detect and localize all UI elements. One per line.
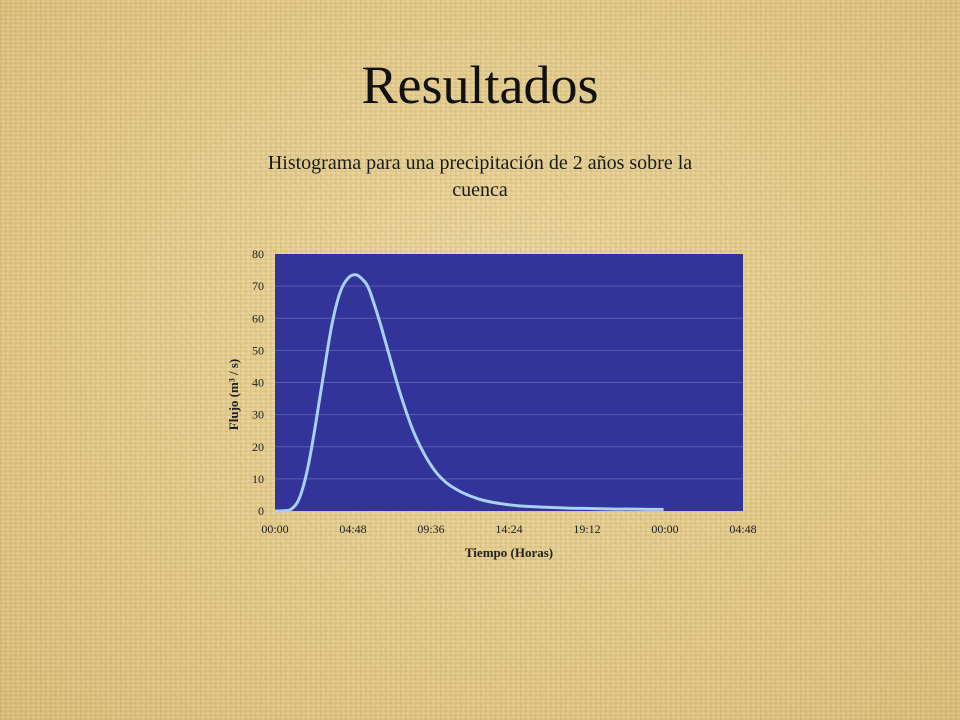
y-tick-label: 50 [252,343,264,357]
x-tick-label: 14:24 [495,522,522,536]
x-axis-ticks: 00:00 04:48 09:36 14:24 19:12 00:00 04:48 [261,522,756,536]
y-tick-label: 30 [252,408,264,422]
x-tick-label: 04:48 [729,522,756,536]
x-tick-label: 04:48 [339,522,366,536]
x-axis-label: Tiempo (Horas) [465,545,553,560]
y-tick-label: 70 [252,279,264,293]
gridlines [275,285,743,480]
y-tick-label: 40 [252,376,264,390]
y-tick-label: 20 [252,440,264,454]
y-tick-label: 0 [258,504,264,518]
x-tick-label: 00:00 [651,522,678,536]
slide-title: Resultados [361,55,599,115]
chart-title: Histograma para una precipitación de 2 a… [267,152,693,201]
x-tick-label: 00:00 [261,522,288,536]
x-tick-label: 09:36 [417,522,444,536]
y-axis-ticks: 0 10 20 30 40 50 60 70 80 [252,247,264,518]
y-tick-label: 10 [252,472,264,486]
y-tick-label: 80 [252,247,264,261]
series-line-flow [274,273,664,513]
y-axis-label: Flujo (m³ / s) [226,359,241,430]
y-tick-label: 60 [252,311,264,325]
x-tick-label: 19:12 [573,522,600,536]
